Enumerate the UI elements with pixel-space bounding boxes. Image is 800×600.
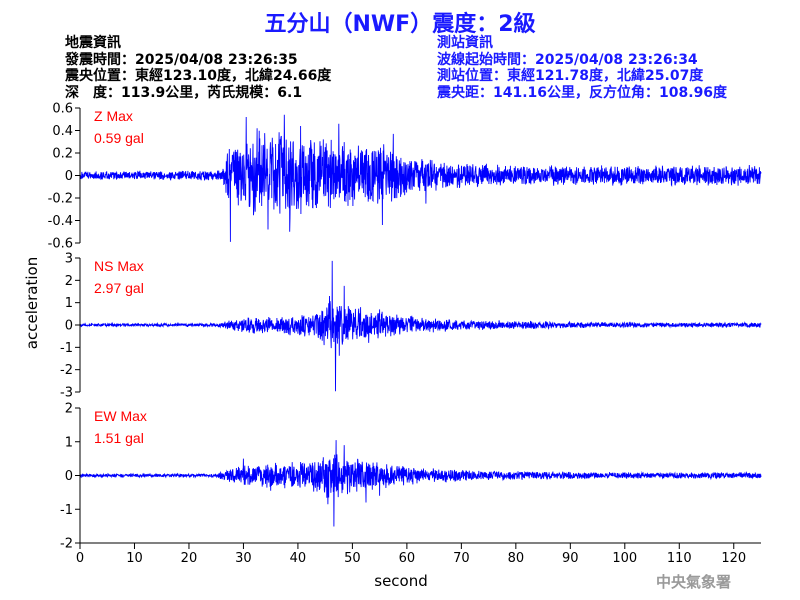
y-tick-label: 2 [65,402,73,417]
station-location: 測站位置：東經121.78度，北緯25.07度 [437,68,704,84]
x-tick-label: 20 [181,551,198,566]
y-tick-label: -2 [60,363,73,378]
x-axis: 0 10 20 30 40 50 60 70 80 90 100 110 120 second [76,542,761,590]
waveform-trace-z [79,114,762,242]
y-tick-label: 1 [65,296,73,311]
x-tick-label: 80 [508,551,525,566]
x-axis-label: second [374,572,428,590]
y-tick-label: -1 [60,503,73,518]
x-tick-label: 100 [612,551,637,566]
station-info: 測站資訊 波線起始時間：2025/04/08 23:26:34 測站位置：東經1… [437,35,727,101]
max-value-ns: 2.97 gal [94,280,144,296]
x-tick-label: 60 [399,551,416,566]
station-info-heading: 測站資訊 [437,35,493,51]
max-label-ns: NS Max [94,258,144,274]
y-tick-label: 0 [65,319,73,334]
x-tick-label: 50 [344,551,361,566]
max-label-ew: EW Max [94,408,147,424]
y-tick-label: 0.6 [52,102,73,117]
y-tick-label: -0.4 [48,214,73,229]
panel-ew: 2 1 0 -1 -2 EW Max 1.51 gal [60,402,762,552]
y-tick-label: 0.4 [52,124,73,139]
panel-ns: 3 2 1 0 -1 -2 -3 NS Max 2.97 gal [60,252,762,401]
max-label-z: Z Max [94,108,133,124]
x-tick-label: 10 [126,551,143,566]
epicentral-distance: 震央距：141.16公里，反方位角：108.96度 [437,84,728,101]
y-tick-label: -0.2 [48,192,73,207]
epicenter-location: 震央位置：東經123.10度，北緯24.66度 [65,68,332,84]
y-tick-label: 0 [65,169,73,184]
y-axis-label: acceleration [23,257,41,349]
x-tick-label: 90 [562,551,579,566]
y-tick-label: 0 [65,469,73,484]
y-tick-label: 0.2 [52,147,73,162]
max-value-z: 0.59 gal [94,130,144,146]
wave-start-time: 波線起始時間：2025/04/08 23:26:34 [437,51,698,68]
y-tick-label: 2 [65,274,73,289]
y-tick-label: 3 [65,252,73,267]
panel-z: 0.6 0.4 0.2 0 -0.2 -0.4 -0.6 Z Max 0.59 gal [48,102,762,252]
earthquake-info: 地震資訊 發震時間：2025/04/08 23:26:35 震央位置：東經123… [65,35,331,101]
y-tick-label: -1 [60,341,73,356]
x-tick-label: 30 [235,551,252,566]
waveform-trace-ew [79,440,762,527]
y-tick-label: 1 [65,435,73,450]
y-tick-label: -3 [60,386,73,401]
x-tick-label: 70 [453,551,470,566]
chart-title: 五分山（NWF）震度：2級 [264,12,536,37]
agency-name: 中央氣象署 [656,573,732,591]
origin-time: 發震時間：2025/04/08 23:26:35 [65,51,298,68]
x-tick-label: 110 [667,551,692,566]
quake-info-heading: 地震資訊 [65,35,121,51]
depth-magnitude: 深 度：113.9公里，芮氏規模：6.1 [65,84,303,101]
y-tick-label: -0.6 [48,237,73,252]
x-tick-label: 120 [721,551,746,566]
waveform-trace-ns [79,260,762,392]
x-tick-label: 0 [76,551,84,566]
y-tick-label: -2 [60,537,73,552]
x-tick-label: 40 [290,551,307,566]
max-value-ew: 1.51 gal [94,430,144,446]
